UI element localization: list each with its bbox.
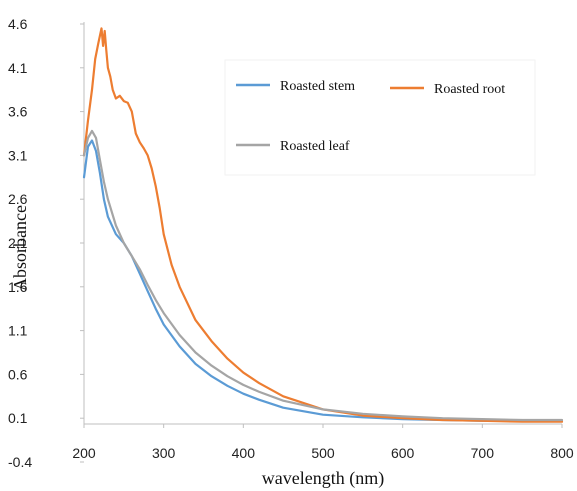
y-tick-label: 1.6 xyxy=(8,279,28,295)
y-tick-label: 3.6 xyxy=(8,104,28,120)
series-line-roasted-root xyxy=(82,27,564,423)
x-tick-label: 700 xyxy=(471,445,495,461)
x-tick-labels: 200 300 400 500 600 700 800 xyxy=(72,424,574,461)
legend-label-roasted-leaf: Roasted leaf xyxy=(280,139,350,154)
y-tick-label: -0.4 xyxy=(8,454,32,470)
y-tick-label: 2.6 xyxy=(8,191,28,207)
y-tick-label: 4.1 xyxy=(8,60,28,76)
legend-label-roasted-stem: Roasted stem xyxy=(280,79,355,94)
x-tick-label: 300 xyxy=(152,445,176,461)
x-tick-label: 600 xyxy=(391,445,415,461)
y-tick-label: 0.6 xyxy=(8,366,28,382)
x-axis-label: wavelength (nm) xyxy=(262,468,384,489)
series-line-roasted-leaf xyxy=(82,129,564,422)
x-tick-label: 500 xyxy=(311,445,335,461)
x-tick-label: 400 xyxy=(232,445,256,461)
x-tick-label: 200 xyxy=(72,445,96,461)
series-lines xyxy=(82,27,564,423)
y-tick-label: 0.1 xyxy=(8,410,28,426)
x-tick-label: 800 xyxy=(550,445,574,461)
series-line-roasted-stem xyxy=(82,139,564,422)
y-tick-label: 4.6 xyxy=(8,16,28,32)
y-axis-label: Absorbance xyxy=(10,205,30,291)
y-tick-label: 3.1 xyxy=(8,147,28,163)
legend xyxy=(224,59,536,176)
y-tick-labels: 4.6 4.1 3.6 3.1 2.6 2.1 1.6 1.1 0.6 0.1 -0.4 xyxy=(8,16,84,470)
y-tick-label: 1.1 xyxy=(8,323,28,339)
legend-items: Roasted stem Roasted root Roasted leaf xyxy=(236,79,505,154)
legend-label-roasted-root: Roasted root xyxy=(434,82,505,97)
y-tick-label: 2.1 xyxy=(8,235,28,251)
